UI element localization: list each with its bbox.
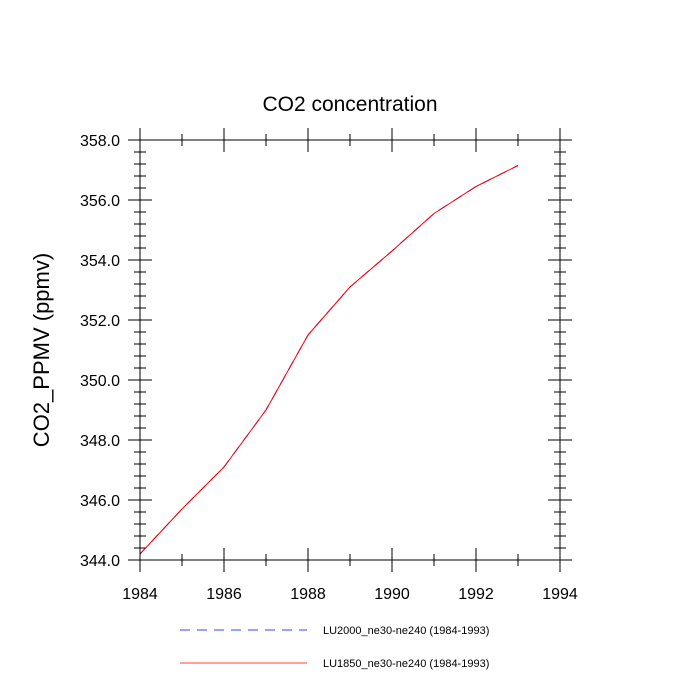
y-tick-label: 350.0 (80, 373, 120, 390)
x-tick-label: 1984 (122, 586, 158, 603)
series-line-2 (139, 165, 519, 555)
y-tick-label: 354.0 (80, 253, 120, 270)
x-tick-label: 1992 (458, 586, 494, 603)
series-lines (139, 165, 519, 555)
y-tick-label: 346.0 (80, 493, 120, 510)
y-tick-label: 344.0 (80, 553, 120, 570)
axis-tick-labels: 1984 1986 1988 1990 1992 1994 344.0 346.0 348.0 3… (80, 133, 578, 603)
x-tick-label: 1988 (290, 586, 326, 603)
axis-ticks (128, 128, 572, 572)
y-tick-label: 352.0 (80, 313, 120, 330)
legend: LU2000_ne30-ne240 (1984-1993) LU1850_ne30… (180, 625, 489, 670)
legend-label-2: LU1850_ne30-ne240 (1984-1993) (323, 658, 489, 670)
plot-frame (139, 139, 561, 561)
y-tick-label: 358.0 (80, 133, 120, 150)
x-tick-label: 1994 (542, 586, 578, 603)
legend-label-1: LU2000_ne30-ne240 (1984-1993) (323, 625, 489, 637)
chart-title: CO2 concentration (262, 93, 437, 116)
y-axis-label: CO2_PPMV (ppmv) (29, 253, 54, 447)
y-tick-label: 356.0 (80, 193, 120, 210)
series-line-1 (139, 165, 519, 555)
x-tick-label: 1986 (206, 586, 242, 603)
x-tick-label: 1990 (374, 586, 410, 603)
y-tick-label: 348.0 (80, 433, 120, 450)
